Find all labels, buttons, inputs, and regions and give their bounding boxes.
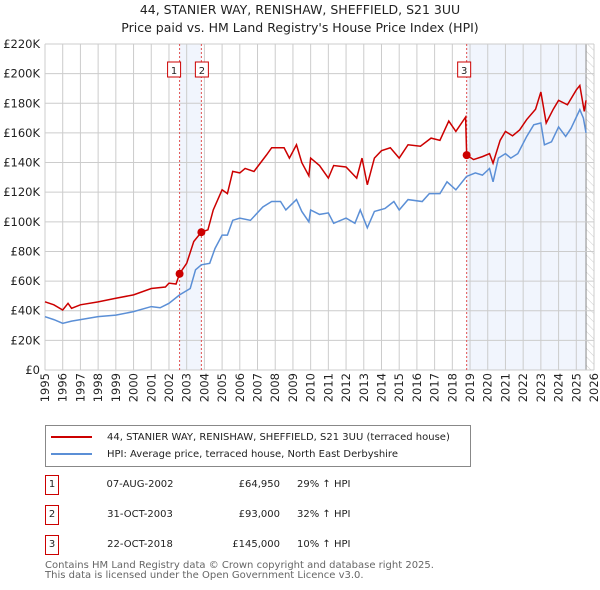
series-line — [44, 83, 587, 311]
x-tick-label: 2020 — [481, 373, 495, 402]
x-tick-label: 2018 — [445, 373, 459, 402]
sale-row: 1 07-AUG-2002 £64,950 29% ↑ HPI — [45, 475, 465, 495]
x-tick-label: 2012 — [339, 373, 353, 402]
y-tick-label: £20K — [11, 333, 41, 347]
series-line — [44, 107, 587, 325]
y-tick-label: £0 — [25, 363, 40, 377]
x-tick-label: 2010 — [304, 373, 318, 402]
x-tick-label: 1996 — [56, 373, 70, 402]
x-tick-label: 2007 — [251, 373, 265, 402]
x-tick-label: 2008 — [268, 373, 282, 402]
sale-date: 07-AUG-2002 — [106, 479, 174, 490]
y-tick-label: £180K — [3, 96, 40, 110]
sale-hpi-diff: 29% ↑ HPI — [297, 479, 351, 490]
x-tick-label: 1997 — [73, 373, 87, 402]
y-tick-label: £40K — [11, 304, 41, 318]
y-tick-label: £140K — [3, 156, 40, 170]
x-tick-label: 1999 — [109, 373, 123, 402]
y-tick-label: £100K — [3, 215, 40, 229]
sale-row: 2 31-OCT-2003 £93,000 32% ↑ HPI — [45, 505, 465, 525]
footer-licence: This data is licensed under the Open Gov… — [45, 570, 364, 581]
footer-copyright: Contains HM Land Registry data © Crown c… — [45, 560, 434, 571]
sale-label: 3 — [461, 66, 467, 77]
x-tick-label: 2017 — [428, 373, 442, 402]
legend-swatch-red — [51, 436, 92, 438]
x-tick-label: 2001 — [144, 373, 158, 402]
y-tick-label: £160K — [3, 126, 40, 140]
x-tick-label: 2016 — [410, 373, 424, 402]
x-tick-label: 2022 — [516, 373, 530, 402]
x-tick-label: 2011 — [321, 373, 335, 402]
x-tick-label: 2009 — [286, 373, 300, 402]
y-tick-label: £120K — [3, 185, 40, 199]
x-tick-label: 2015 — [392, 373, 406, 402]
shaded-range — [466, 44, 587, 370]
shaded-range — [179, 44, 202, 370]
legend-item-property: 44, STANIER WAY, RENISHAW, SHEFFIELD, S2… — [46, 429, 450, 445]
sale-label-box — [167, 61, 182, 78]
legend-label: HPI: Average price, terraced house, Nort… — [107, 448, 398, 460]
plot-area: 1995 1996 1997 1998 1999 2000 2001 2002 2003 2004… — [3, 37, 600, 402]
x-tick-label: 2024 — [552, 373, 566, 402]
sale-label-box — [457, 61, 472, 78]
sale-marker-badge: 3 — [45, 535, 59, 555]
x-tick-label: 1998 — [91, 373, 105, 402]
sale-label-box — [194, 61, 209, 78]
footer: Contains HM Land Registry data © Crown c… — [45, 561, 434, 581]
legend-item-hpi: HPI: Average price, terraced house, Nort… — [46, 446, 398, 462]
sale-row: 3 22-OCT-2018 £145,000 10% ↑ HPI — [45, 535, 465, 555]
x-tick-label: 2025 — [569, 373, 583, 402]
sale-hpi-diff: 10% ↑ HPI — [297, 539, 351, 550]
sale-point — [197, 228, 206, 237]
sale-label: 1 — [171, 66, 177, 77]
x-tick-label: 2005 — [215, 373, 229, 402]
sale-hpi-diff: 32% ↑ HPI — [297, 509, 351, 520]
forecast-hatch — [586, 44, 594, 370]
sale-label: 2 — [199, 66, 205, 77]
x-tick-label: 2013 — [357, 373, 371, 402]
legend-label: 44, STANIER WAY, RENISHAW, SHEFFIELD, S2… — [107, 431, 450, 443]
sale-marker-badge: 2 — [45, 505, 59, 525]
sale-date: 31-OCT-2003 — [107, 509, 173, 520]
chart-subtitle: Price paid vs. HM Land Registry's House … — [121, 20, 479, 35]
x-tick-label: 2023 — [534, 373, 548, 402]
y-tick-label: £80K — [11, 244, 41, 258]
y-tick-label: £60K — [11, 274, 41, 288]
x-tick-label: 2021 — [498, 373, 512, 402]
sale-point — [175, 269, 184, 278]
x-tick-label: 2026 — [587, 373, 600, 402]
legend-swatch-blue — [51, 453, 92, 455]
x-tick-label: 2014 — [374, 373, 388, 402]
x-tick-label: 2004 — [197, 373, 211, 402]
sale-marker-badge: 1 — [45, 475, 59, 495]
y-tick-label: £220K — [3, 37, 40, 51]
chart-title: 44, STANIER WAY, RENISHAW, SHEFFIELD, S2… — [139, 2, 461, 17]
x-tick-label: 2000 — [127, 373, 141, 402]
sale-price: £145,000 — [232, 539, 280, 550]
sale-price: £93,000 — [238, 509, 280, 520]
x-tick-label: 1995 — [38, 373, 52, 402]
sale-price: £64,950 — [238, 479, 280, 490]
sale-point — [462, 151, 471, 160]
x-tick-label: 2006 — [233, 373, 247, 402]
sale-date: 22-OCT-2018 — [107, 539, 173, 550]
y-tick-label: £200K — [3, 67, 40, 81]
x-tick-label: 2003 — [180, 373, 194, 402]
legend: 44, STANIER WAY, RENISHAW, SHEFFIELD, S2… — [45, 425, 471, 467]
x-tick-label: 2019 — [463, 373, 477, 402]
x-tick-label: 2002 — [162, 373, 176, 402]
